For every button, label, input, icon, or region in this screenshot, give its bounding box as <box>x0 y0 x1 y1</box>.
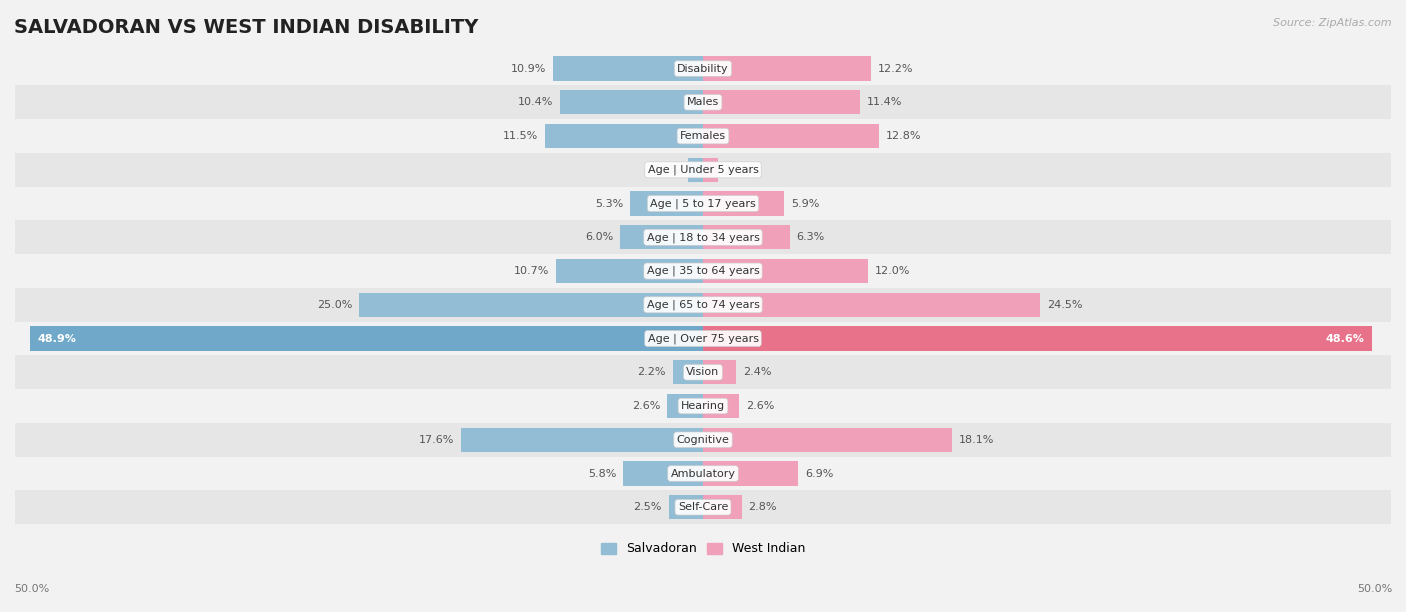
Text: Hearing: Hearing <box>681 401 725 411</box>
Text: Males: Males <box>688 97 718 107</box>
Bar <box>703 326 1372 351</box>
Bar <box>703 461 799 486</box>
Text: 25.0%: 25.0% <box>316 300 352 310</box>
Bar <box>668 394 703 418</box>
Bar <box>623 461 703 486</box>
Bar <box>15 254 1391 288</box>
Bar <box>620 225 703 250</box>
Bar <box>15 322 1391 356</box>
Text: 2.2%: 2.2% <box>637 367 666 377</box>
Bar <box>703 158 718 182</box>
Text: 2.6%: 2.6% <box>745 401 775 411</box>
Text: Vision: Vision <box>686 367 720 377</box>
Text: 50.0%: 50.0% <box>1357 584 1392 594</box>
Bar <box>703 394 738 418</box>
Text: Ambulatory: Ambulatory <box>671 469 735 479</box>
Bar <box>703 56 870 81</box>
Text: 2.6%: 2.6% <box>631 401 661 411</box>
Bar <box>703 360 735 384</box>
Bar <box>30 326 703 351</box>
Bar <box>703 90 860 114</box>
Bar <box>544 124 703 148</box>
Text: 12.2%: 12.2% <box>877 64 914 73</box>
Bar <box>555 259 703 283</box>
Text: 6.0%: 6.0% <box>585 233 613 242</box>
Bar <box>461 428 703 452</box>
Bar <box>703 225 790 250</box>
Bar <box>703 124 879 148</box>
Text: 18.1%: 18.1% <box>959 435 994 445</box>
Text: 11.5%: 11.5% <box>502 131 538 141</box>
Bar <box>630 192 703 215</box>
Text: 24.5%: 24.5% <box>1047 300 1083 310</box>
Text: 48.9%: 48.9% <box>37 334 76 343</box>
Text: Disability: Disability <box>678 64 728 73</box>
Text: 11.4%: 11.4% <box>866 97 903 107</box>
Text: 2.5%: 2.5% <box>633 502 662 512</box>
Text: 6.3%: 6.3% <box>797 233 825 242</box>
Bar <box>703 259 868 283</box>
Text: Age | Under 5 years: Age | Under 5 years <box>648 165 758 175</box>
Text: 2.8%: 2.8% <box>748 502 778 512</box>
Bar <box>15 356 1391 389</box>
Bar <box>553 56 703 81</box>
Bar <box>703 293 1040 317</box>
Text: Cognitive: Cognitive <box>676 435 730 445</box>
Text: 5.9%: 5.9% <box>792 198 820 209</box>
Text: 10.9%: 10.9% <box>510 64 546 73</box>
Text: Self-Care: Self-Care <box>678 502 728 512</box>
Text: 50.0%: 50.0% <box>14 584 49 594</box>
Text: 12.0%: 12.0% <box>875 266 910 276</box>
Bar <box>560 90 703 114</box>
Text: 2.4%: 2.4% <box>742 367 772 377</box>
Bar <box>15 187 1391 220</box>
Bar <box>15 389 1391 423</box>
Text: 1.1%: 1.1% <box>652 165 681 175</box>
Bar <box>15 490 1391 524</box>
Text: 12.8%: 12.8% <box>886 131 921 141</box>
Bar <box>15 86 1391 119</box>
Legend: Salvadoran, West Indian: Salvadoran, West Indian <box>596 537 810 561</box>
Text: Age | 35 to 64 years: Age | 35 to 64 years <box>647 266 759 276</box>
Text: SALVADORAN VS WEST INDIAN DISABILITY: SALVADORAN VS WEST INDIAN DISABILITY <box>14 18 478 37</box>
Text: 5.8%: 5.8% <box>588 469 616 479</box>
Bar <box>15 153 1391 187</box>
Bar <box>703 495 741 520</box>
Bar <box>15 423 1391 457</box>
Text: Age | 5 to 17 years: Age | 5 to 17 years <box>650 198 756 209</box>
Bar <box>669 495 703 520</box>
Text: 17.6%: 17.6% <box>419 435 454 445</box>
Text: Females: Females <box>681 131 725 141</box>
Text: 5.3%: 5.3% <box>595 198 623 209</box>
Text: 10.4%: 10.4% <box>517 97 553 107</box>
Text: Age | Over 75 years: Age | Over 75 years <box>648 334 758 344</box>
Text: Age | 65 to 74 years: Age | 65 to 74 years <box>647 299 759 310</box>
Bar <box>15 220 1391 254</box>
Text: 6.9%: 6.9% <box>804 469 834 479</box>
Text: 10.7%: 10.7% <box>513 266 548 276</box>
Bar <box>15 52 1391 86</box>
Bar <box>359 293 703 317</box>
Text: 48.6%: 48.6% <box>1326 334 1365 343</box>
Bar <box>15 119 1391 153</box>
Bar <box>15 288 1391 322</box>
Bar <box>703 192 785 215</box>
Text: Source: ZipAtlas.com: Source: ZipAtlas.com <box>1274 18 1392 28</box>
Bar <box>703 428 952 452</box>
Bar <box>15 457 1391 490</box>
Text: 1.1%: 1.1% <box>725 165 754 175</box>
Bar <box>688 158 703 182</box>
Bar <box>672 360 703 384</box>
Text: Age | 18 to 34 years: Age | 18 to 34 years <box>647 232 759 242</box>
